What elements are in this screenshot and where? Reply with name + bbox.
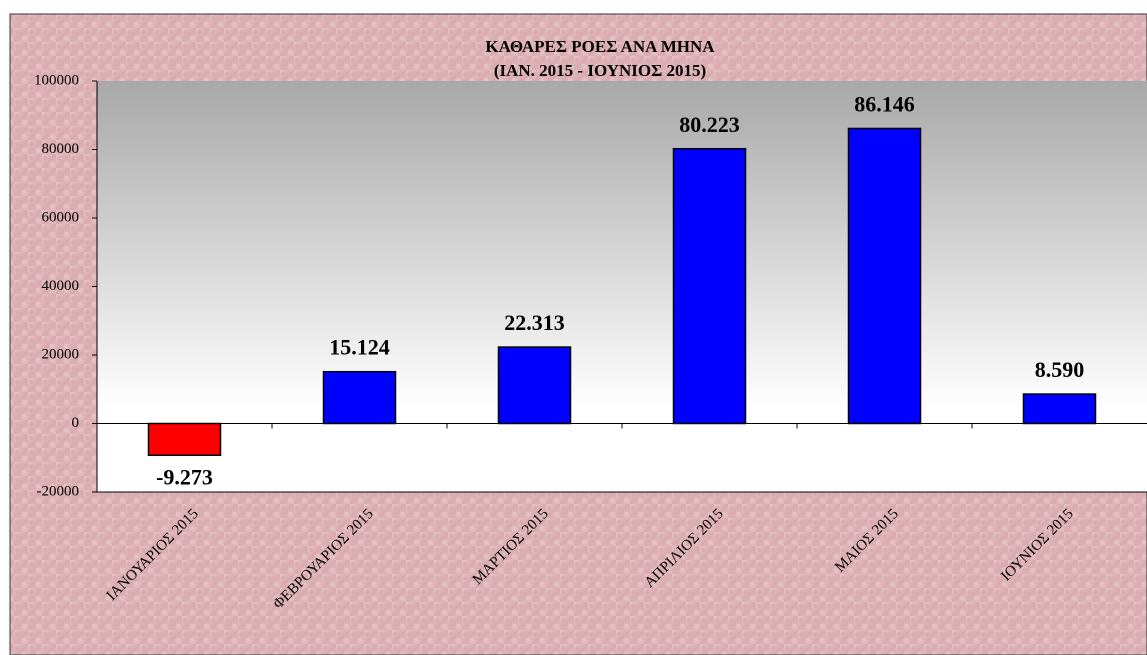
value-label: 80.223: [679, 112, 740, 137]
y-tick-label: 60000: [42, 209, 80, 225]
y-tick-label: 20000: [42, 346, 80, 362]
bar: [1022, 393, 1097, 425]
bar: [672, 147, 747, 425]
y-tick-label: 0: [72, 415, 80, 431]
value-label: 8.590: [1035, 357, 1085, 382]
value-label: 86.146: [854, 91, 915, 116]
bar: [147, 422, 222, 457]
y-tick-label: 100000: [34, 72, 79, 88]
chart-subtitle: (ΙΑΝ. 2015 - ΙΟΥΝΙΟΣ 2015): [494, 61, 706, 80]
bar: [322, 370, 397, 425]
value-label: 22.313: [504, 310, 565, 335]
bar: [847, 127, 922, 425]
bar: [497, 346, 572, 425]
y-tick-label: -20000: [37, 483, 80, 499]
y-tick-label: 40000: [42, 278, 80, 294]
value-label: -9.273: [156, 464, 213, 489]
value-label: 15.124: [329, 335, 390, 360]
plot-area: [97, 81, 1147, 492]
y-tick-label: 80000: [42, 141, 80, 157]
chart-title: ΚΑΘΑΡΕΣ ΡΟΕΣ ΑΝΑ ΜΗΝΑ: [485, 37, 715, 56]
